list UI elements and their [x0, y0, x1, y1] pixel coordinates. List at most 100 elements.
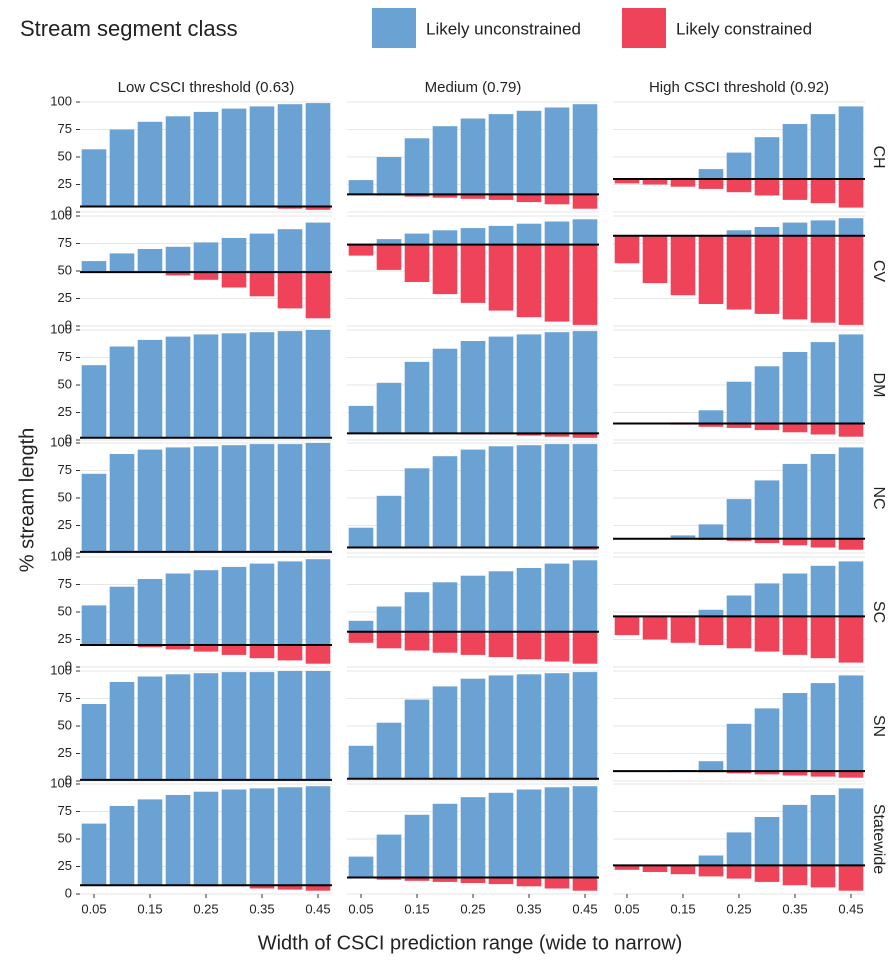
- bar-constrained: [488, 244, 514, 311]
- bar-unconstrained: [193, 111, 219, 207]
- bar-constrained: [698, 179, 724, 189]
- bar-unconstrained: [137, 799, 163, 886]
- bar-constrained: [249, 885, 275, 889]
- bar-unconstrained: [838, 106, 864, 179]
- bar-unconstrained: [432, 686, 458, 779]
- bar-constrained: [460, 631, 486, 655]
- bar-constrained: [572, 433, 598, 438]
- bar-constrained: [165, 272, 191, 276]
- bar-constrained: [432, 244, 458, 295]
- bar-constrained: [404, 194, 430, 197]
- y-tick-label: 75: [58, 576, 72, 591]
- bar-unconstrained: [698, 855, 724, 866]
- bar-unconstrained: [698, 524, 724, 539]
- bar-unconstrained: [137, 249, 163, 273]
- bar-unconstrained: [348, 745, 374, 779]
- row-label: SC: [870, 601, 887, 623]
- bar-unconstrained: [109, 806, 135, 886]
- x-tick-label: 0.35: [516, 901, 541, 916]
- bar-unconstrained: [277, 671, 303, 780]
- bar-unconstrained: [544, 673, 570, 779]
- bar-unconstrained: [572, 672, 598, 779]
- bar-unconstrained: [305, 222, 331, 273]
- bar-unconstrained: [376, 239, 402, 245]
- y-tick-label: 25: [58, 858, 72, 873]
- bar-unconstrained: [376, 606, 402, 632]
- y-tick-label: 25: [58, 176, 72, 191]
- bar-constrained: [698, 865, 724, 877]
- y-tick-label: 25: [58, 631, 72, 646]
- bar-unconstrained: [348, 180, 374, 195]
- y-axis-title: % stream length: [16, 428, 38, 573]
- bar-constrained: [670, 179, 696, 187]
- bar-unconstrained: [81, 473, 107, 552]
- bar-constrained: [516, 877, 542, 887]
- bar-constrained: [432, 631, 458, 653]
- bar-constrained: [614, 235, 640, 264]
- bar-unconstrained: [782, 804, 808, 866]
- bar-constrained: [754, 235, 780, 314]
- bar-constrained: [305, 272, 331, 319]
- bar-unconstrained: [572, 104, 598, 195]
- bar-constrained: [782, 771, 808, 776]
- bar-unconstrained: [249, 788, 275, 886]
- y-tick-label: 0: [65, 658, 72, 673]
- bar-unconstrained: [488, 792, 514, 878]
- bar-constrained: [488, 194, 514, 200]
- bar-constrained: [754, 538, 780, 544]
- column-label: Medium (0.79): [425, 79, 522, 96]
- bar-unconstrained: [782, 124, 808, 179]
- row-label: NC: [870, 486, 887, 509]
- bar-unconstrained: [754, 480, 780, 539]
- bar-unconstrained: [81, 365, 107, 438]
- bar-unconstrained: [572, 219, 598, 245]
- x-tick-label: 0.45: [838, 901, 863, 916]
- bar-unconstrained: [432, 456, 458, 548]
- x-tick-label: 0.35: [782, 901, 807, 916]
- bar-unconstrained: [348, 527, 374, 548]
- bar-unconstrained: [726, 152, 752, 179]
- bar-unconstrained: [193, 791, 219, 886]
- bar-constrained: [516, 631, 542, 660]
- y-tick-label: 0: [65, 317, 72, 332]
- bar-constrained: [249, 645, 275, 659]
- bar-constrained: [838, 235, 864, 325]
- row-label: CH: [870, 145, 887, 168]
- row-label: DM: [870, 373, 887, 398]
- bar-constrained: [642, 865, 668, 872]
- bar-constrained: [544, 244, 570, 322]
- bar-constrained: [572, 877, 598, 891]
- bar-unconstrained: [165, 116, 191, 207]
- bar-constrained: [572, 631, 598, 664]
- x-tick-label: 0.45: [572, 901, 597, 916]
- bar-constrained: [726, 179, 752, 193]
- bar-unconstrained: [249, 444, 275, 552]
- bar-unconstrained: [782, 352, 808, 424]
- bar-constrained: [838, 771, 864, 778]
- bar-unconstrained: [488, 114, 514, 195]
- bar-constrained: [782, 538, 808, 546]
- bar-unconstrained: [838, 788, 864, 866]
- bar-constrained: [810, 616, 836, 659]
- bar-unconstrained: [516, 568, 542, 632]
- bar-unconstrained: [277, 561, 303, 645]
- bar-unconstrained: [137, 339, 163, 438]
- bar-unconstrained: [460, 575, 486, 632]
- bar-unconstrained: [460, 341, 486, 434]
- y-tick-label: 0: [65, 772, 72, 787]
- bar-unconstrained: [754, 137, 780, 179]
- bar-unconstrained: [432, 348, 458, 434]
- bar-unconstrained: [754, 227, 780, 236]
- bar-unconstrained: [572, 444, 598, 548]
- bar-constrained: [544, 877, 570, 889]
- bar-unconstrained: [109, 586, 135, 645]
- column-label: High CSCI threshold (0.92): [649, 79, 829, 96]
- bar-unconstrained: [460, 449, 486, 548]
- bar-constrained: [544, 631, 570, 662]
- y-tick-label: 75: [58, 462, 72, 477]
- bar-unconstrained: [838, 218, 864, 236]
- bar-unconstrained: [277, 229, 303, 273]
- bar-constrained: [782, 179, 808, 200]
- bar-unconstrained: [572, 560, 598, 632]
- bar-constrained: [544, 194, 570, 205]
